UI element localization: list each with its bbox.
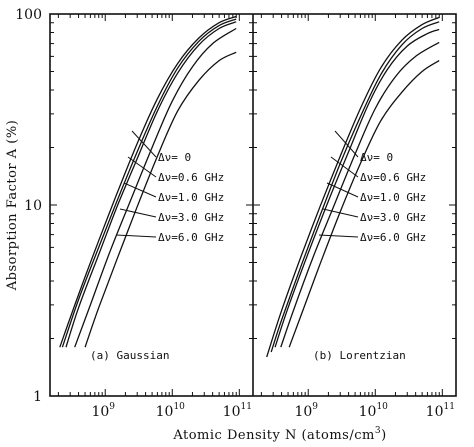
y-axis-label: Absorption Factor A (%) [5,120,20,292]
x-tick-label: 109 [294,402,318,420]
legend-entry: Δν= 0 [158,151,191,164]
x-tick-label: 1010 [359,402,389,420]
x-tick-label: 1010 [156,402,186,420]
legend-leader [330,156,359,178]
x-axis-label-superscript: 3 [375,426,381,436]
legend-entry: Δν=3.0 GHz [360,211,426,224]
legends: Δν= 0 Δν=0.6 GHz Δν=1.0 GHz Δν=3.0 GHz Δν=6.… [90,130,426,362]
curve-gaussian-1 [61,18,237,348]
axis-labels: Absorption Factor A (%) Atomic Density N… [5,120,386,443]
y-tick-label: 1 [33,389,42,405]
x-tick-label: 1011 [223,402,252,420]
legend-entry: Δν=6.0 GHz [158,231,224,244]
legend-leader [115,234,157,238]
curve-gaussian-3 [74,27,237,348]
y-tick-label: 10 [24,198,42,214]
x-tick-label: 109 [91,402,115,420]
legend-entry: Δν=3.0 GHz [158,211,224,224]
legend-leader [326,182,359,198]
axis-ticks: 100 10 1 109 1010 1011 109 1010 1011 [15,7,456,420]
x-axis-label: Atomic Density N (atoms/cm3) [172,426,386,443]
legend-entry: Δν=1.0 GHz [360,191,426,204]
legend-entry: Δν=1.0 GHz [158,191,224,204]
legend-leader [127,156,157,178]
legend-leader [131,130,157,158]
legend-leader [119,208,157,218]
panel-label: (a) Gaussian [90,349,169,362]
curves [59,15,440,358]
panel-label: (b) Lorentzian [313,349,406,362]
curve-lorentzian-1 [270,21,440,353]
y-tick-label: 100 [15,7,42,23]
curve-gaussian-4 [84,51,237,348]
curve-gaussian-2 [65,21,237,348]
legend-leader [318,234,359,238]
curve-gaussian-0 [59,15,237,348]
legend-entry: Δν=0.6 GHz [360,171,426,184]
legend-leader [322,208,359,218]
legend-leader [334,130,359,158]
legend-leader [123,182,157,198]
curve-lorentzian-0 [266,16,440,358]
x-axis-label-close: ) [381,428,387,443]
curve-lorentzian-2 [274,28,440,348]
x-axis-label-main: Atomic Density N (atoms/cm [172,428,375,443]
curve-lorentzian-4 [288,60,440,348]
legend-entry: Δν= 0 [360,151,393,164]
legend-entry: Δν=0.6 GHz [158,171,224,184]
x-tick-label: 1011 [426,402,455,420]
legend-entry: Δν=6.0 GHz [360,231,426,244]
